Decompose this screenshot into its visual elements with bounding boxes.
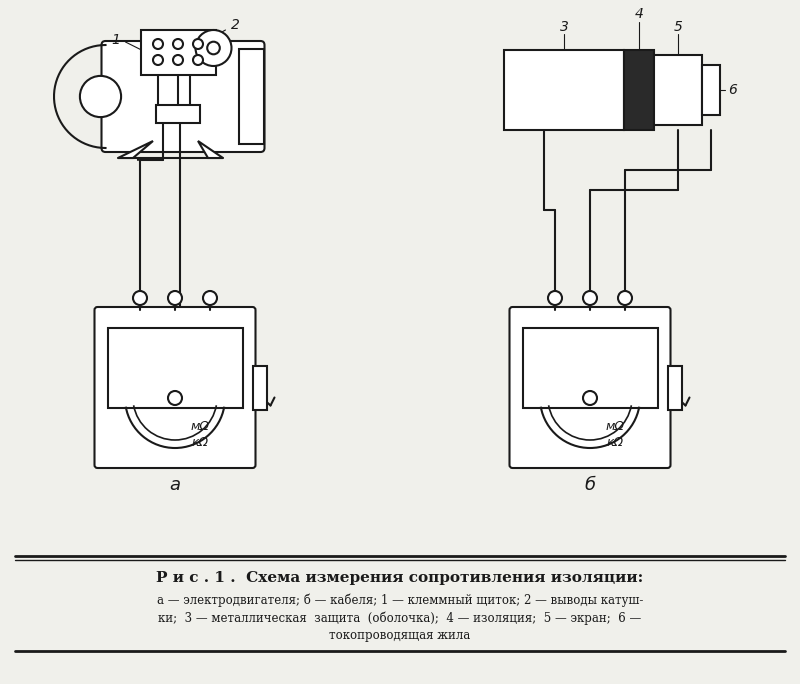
Circle shape bbox=[133, 291, 147, 305]
Circle shape bbox=[153, 39, 163, 49]
FancyBboxPatch shape bbox=[102, 41, 265, 152]
Text: мΩ: мΩ bbox=[190, 421, 210, 434]
Bar bbox=[702, 65, 720, 115]
Circle shape bbox=[548, 291, 562, 305]
Text: 3: 3 bbox=[559, 20, 569, 34]
Text: 6: 6 bbox=[728, 83, 737, 97]
Bar bbox=[238, 49, 263, 144]
Bar bbox=[522, 328, 658, 408]
Text: 2: 2 bbox=[231, 18, 240, 32]
Circle shape bbox=[195, 30, 231, 66]
Bar bbox=[504, 50, 624, 130]
Circle shape bbox=[168, 391, 182, 405]
Polygon shape bbox=[198, 141, 223, 158]
Text: ки;  3 — металлическая  защита  (оболочка);  4 — изоляция;  5 — экран;  6 —: ки; 3 — металлическая защита (оболочка);… bbox=[158, 611, 642, 624]
Bar bbox=[141, 30, 215, 75]
Bar bbox=[156, 105, 200, 123]
Text: кΩ: кΩ bbox=[606, 436, 623, 449]
Text: мΩ: мΩ bbox=[606, 421, 625, 434]
Text: токопроводящая жила: токопроводящая жила bbox=[330, 629, 470, 642]
Text: 5: 5 bbox=[674, 20, 682, 34]
Polygon shape bbox=[118, 141, 153, 158]
Text: кΩ: кΩ bbox=[191, 436, 209, 449]
Circle shape bbox=[173, 39, 183, 49]
Bar bbox=[107, 328, 242, 408]
Text: 4: 4 bbox=[634, 7, 643, 21]
Bar bbox=[253, 365, 266, 410]
Text: а: а bbox=[170, 476, 181, 494]
Circle shape bbox=[80, 76, 121, 117]
FancyBboxPatch shape bbox=[510, 307, 670, 468]
Bar bbox=[667, 365, 682, 410]
Text: б: б bbox=[585, 476, 595, 494]
Circle shape bbox=[153, 55, 163, 65]
Circle shape bbox=[168, 291, 182, 305]
Circle shape bbox=[173, 55, 183, 65]
Bar bbox=[624, 50, 654, 130]
Circle shape bbox=[583, 291, 597, 305]
Text: 1: 1 bbox=[111, 33, 120, 47]
Bar bbox=[654, 55, 702, 125]
Circle shape bbox=[193, 39, 203, 49]
Text: Р и с . 1 .  Схема измерения сопротивления изоляции:: Р и с . 1 . Схема измерения сопротивлени… bbox=[156, 571, 644, 585]
Circle shape bbox=[207, 42, 220, 54]
Circle shape bbox=[193, 55, 203, 65]
Text: а — электродвигателя; б — кабеля; 1 — клеммный щиток; 2 — выводы катуш-: а — электродвигателя; б — кабеля; 1 — кл… bbox=[157, 593, 643, 607]
FancyBboxPatch shape bbox=[94, 307, 255, 468]
Circle shape bbox=[203, 291, 217, 305]
Circle shape bbox=[583, 391, 597, 405]
Circle shape bbox=[618, 291, 632, 305]
